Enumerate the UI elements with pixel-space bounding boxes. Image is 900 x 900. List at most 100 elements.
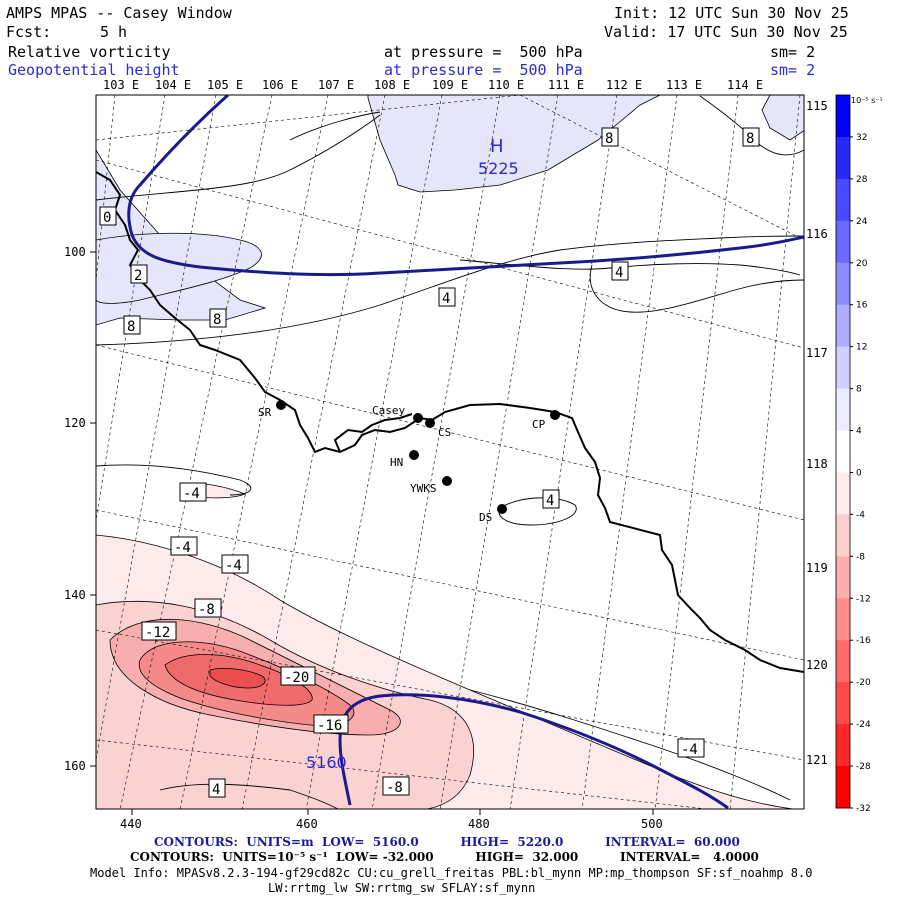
contour-label: 4	[438, 287, 456, 307]
lon-label-113: 113 E	[666, 78, 703, 92]
field1-level: at pressure = 500 hPa	[384, 43, 583, 61]
contour-label: 2	[130, 264, 148, 284]
colorbar-tick-label: 12	[856, 343, 867, 353]
lon-label-112: 112 E	[606, 78, 643, 92]
height-contour-label-5160: 5160	[306, 753, 347, 772]
colorbar-tick-label: 24	[856, 217, 868, 227]
colorbar-tick-label: -32	[856, 804, 871, 814]
negative-vorticity-fill-24	[209, 668, 266, 689]
station-marker-cp[interactable]	[550, 410, 560, 420]
height-contour-5160	[338, 693, 729, 809]
svg-text:-4: -4	[225, 558, 242, 574]
colorbar-swatch	[836, 556, 850, 599]
station-label-cs: CS	[438, 426, 451, 439]
colorbar-tick-label: -8	[856, 552, 865, 562]
x-tick-460: 460	[296, 817, 318, 831]
lon-label-119: 119 E	[806, 561, 842, 575]
contour-label: 0	[99, 206, 117, 226]
x-tick-500: 500	[641, 817, 663, 831]
latlon-grid	[96, 95, 804, 809]
contour-label: 4	[611, 261, 629, 281]
contour-label: -8	[382, 776, 410, 796]
footer-vorticity-contours: CONTOURS: UNITS=10⁻⁵ s⁻¹ LOW= -32.000 HI…	[130, 850, 759, 864]
lon-label-110: 110 E	[488, 78, 525, 92]
height-high-value: 5225	[478, 159, 519, 178]
lon-label-106: 106 E	[262, 78, 299, 92]
right-lon-labels: 115 E 116 E 117 E 118 E 119 E 120 E 121 …	[806, 99, 842, 767]
colorbar-swatch	[836, 178, 850, 222]
plot-frame	[95, 94, 805, 810]
station-marker-hn[interactable]	[409, 450, 419, 460]
colorbar-tick-label: 20	[856, 259, 868, 269]
station-marker-ds[interactable]	[497, 504, 507, 514]
station-marker-cs[interactable]	[425, 418, 435, 428]
y-tick-100: 100	[64, 245, 86, 259]
contour-label: 8	[742, 127, 760, 147]
lon-label-114: 114 E	[727, 78, 764, 92]
map-plot-area: SR Casey CS CP HN YWKS DS 0 2 8 8 4 8 8 …	[96, 95, 804, 809]
contour-label: -4	[170, 536, 198, 556]
colorbar-swatch	[836, 598, 850, 641]
colorbar-swatch	[836, 346, 850, 390]
lon-label-107: 107 E	[318, 78, 355, 92]
station-label-casey: Casey	[372, 404, 405, 417]
map-title: AMPS MPAS -- Casey Window	[6, 4, 232, 22]
contour-label: -4	[221, 554, 249, 574]
colorbar-tick-label: 8	[856, 385, 862, 395]
lon-label-108: 108 E	[374, 78, 411, 92]
vorticity-contours	[96, 95, 804, 809]
init-time: Init: 12 UTC Sun 30 Nov 25	[614, 4, 849, 22]
svg-text:-12: -12	[145, 625, 170, 641]
lon-label-121: 121 E	[806, 753, 842, 767]
contour-label: 4	[542, 489, 560, 509]
lon-label-104: 104 E	[155, 78, 192, 92]
colorbar-swatch	[836, 430, 850, 473]
y-tick-120: 120	[64, 416, 86, 430]
colorbar-tick-label: 32	[856, 133, 867, 143]
svg-text:2: 2	[134, 268, 142, 284]
contour-label: 4	[208, 778, 226, 798]
svg-text:-8: -8	[198, 602, 215, 618]
lon-label-109: 109 E	[432, 78, 469, 92]
colorbar-tick-label: -16	[856, 636, 871, 646]
forecast-label: Fcst:	[6, 23, 52, 41]
station-markers	[276, 400, 560, 514]
lon-label-111: 111 E	[548, 78, 585, 92]
colorbar-tick-label: -12	[856, 594, 871, 604]
colorbar-swatch	[836, 388, 850, 432]
station-marker-casey[interactable]	[413, 413, 423, 423]
colorbar-tick-label: 16	[856, 301, 868, 311]
colorbar-swatch	[836, 472, 850, 515]
station-labels: SR Casey CS CP HN YWKS DS	[258, 404, 546, 524]
colorbar-swatch	[836, 95, 850, 138]
lon-label-116: 116 E	[806, 227, 842, 241]
svg-text:8: 8	[746, 131, 754, 147]
colorbar-frame	[835, 94, 851, 809]
colorbar-tick-label: -24	[856, 720, 871, 730]
colorbar-swatch	[836, 136, 850, 180]
field2-name: Geopotential height	[8, 61, 180, 79]
station-label-sr: SR	[258, 406, 272, 419]
axis-tick-labels: 440 460 480 500 100 120 140 160	[64, 245, 663, 831]
contour-label: -4	[677, 738, 705, 758]
station-marker-ywks[interactable]	[442, 476, 452, 486]
svg-text:4: 4	[546, 493, 554, 509]
y-tick-160: 160	[64, 759, 86, 773]
station-label-ds: DS	[479, 511, 492, 524]
svg-text:-20: -20	[284, 670, 309, 686]
valid-time: Valid: 17 UTC Sun 30 Nov 25	[604, 23, 848, 41]
station-label-cp: CP	[532, 418, 546, 431]
colorbar-tick-label: 28	[856, 175, 868, 185]
lon-label-117: 117 E	[806, 346, 842, 360]
colorbar-tick-label: 0	[856, 468, 862, 478]
station-label-hn: HN	[390, 456, 403, 469]
field1-smoothing: sm= 2	[770, 43, 816, 61]
axis-ticks	[90, 251, 654, 815]
field2-level: at pressure = 500 hPa	[384, 61, 583, 79]
svg-text:-16: -16	[317, 718, 342, 734]
station-marker-sr[interactable]	[276, 400, 286, 410]
lon-label-103: 103 E	[103, 78, 140, 92]
svg-text:0: 0	[103, 210, 111, 226]
positive-vorticity-fill-east	[761, 95, 804, 141]
